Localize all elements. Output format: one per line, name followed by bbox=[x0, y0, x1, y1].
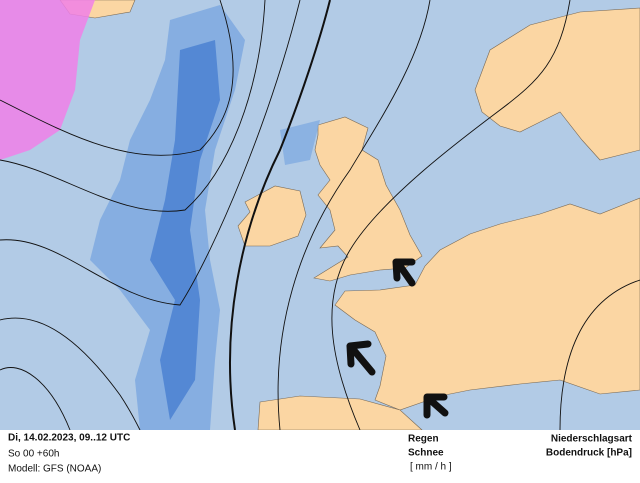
isobars bbox=[0, 0, 640, 431]
footer-bg bbox=[0, 430, 640, 478]
type-label: Niederschlagsart bbox=[551, 434, 633, 445]
land bbox=[59, 0, 640, 431]
flow-arrows bbox=[346, 258, 449, 419]
unit-label: [ mm / h ] bbox=[410, 462, 452, 473]
rain-label: Regen bbox=[408, 434, 439, 445]
snow-label: Schnee bbox=[408, 448, 444, 459]
valid-time: Di, 14.02.2023, 09..12 UTC bbox=[8, 433, 130, 444]
model-run: So 00 +60h bbox=[8, 449, 59, 460]
precipitation bbox=[0, 0, 320, 430]
pressure-label: Bodendruck [hPa] bbox=[546, 448, 632, 459]
model-name: Modell: GFS (NOAA) bbox=[8, 464, 101, 475]
